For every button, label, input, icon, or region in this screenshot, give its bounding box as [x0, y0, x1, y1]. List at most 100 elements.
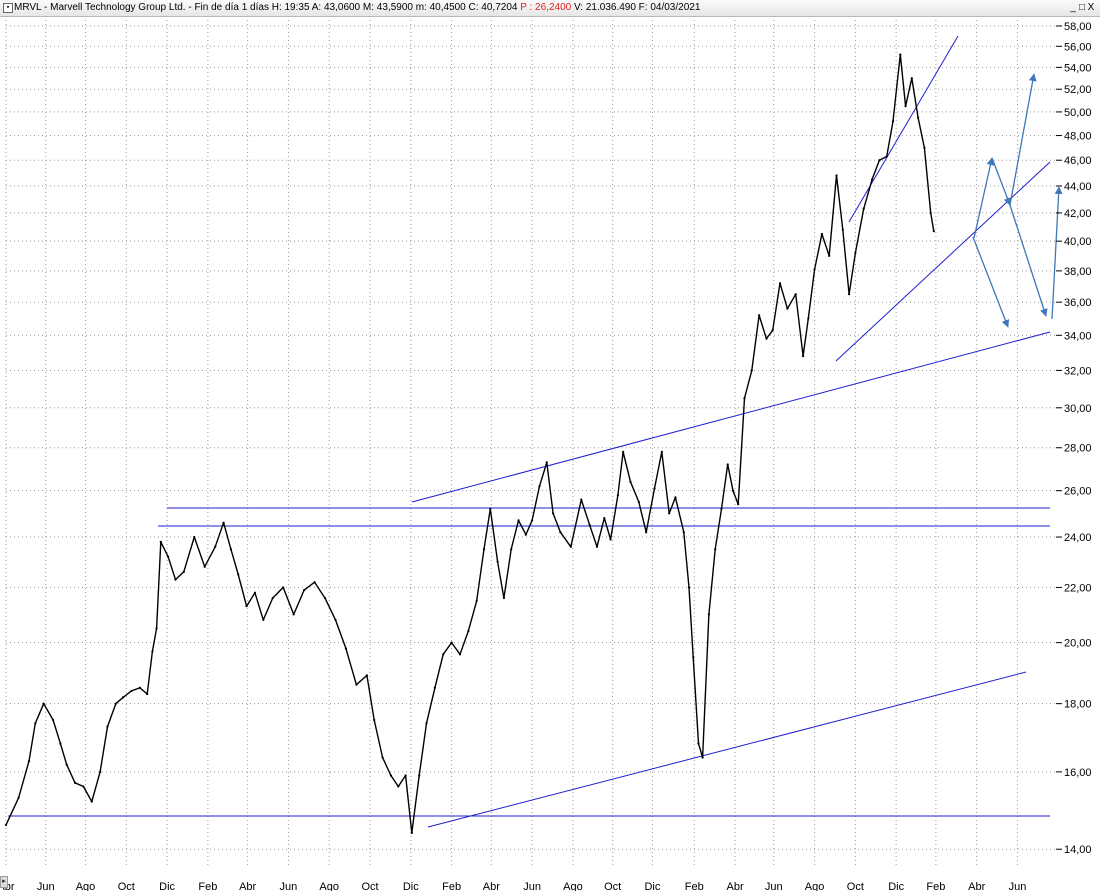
symbol-selector-icon[interactable]: ▪ [3, 3, 13, 13]
price-point [355, 683, 358, 686]
price-point [282, 586, 285, 589]
price-point [813, 268, 816, 271]
price-point [771, 329, 774, 332]
price-point [758, 314, 761, 317]
x-tick-label: Abr [968, 881, 985, 891]
price-point [155, 627, 158, 630]
p-value: P : 26,2400 [520, 2, 572, 13]
y-tick-label: 52,00 [1064, 84, 1092, 96]
price-point [106, 725, 109, 728]
price-point [603, 516, 606, 520]
price-point [397, 785, 400, 788]
x-tick-label: Dic [888, 881, 904, 891]
price-point [262, 618, 265, 622]
price-point [167, 555, 170, 558]
price-point [904, 105, 907, 108]
y-tick-label: 48,00 [1064, 131, 1092, 143]
price-point [595, 545, 599, 548]
price-point [862, 207, 865, 210]
price-point [531, 519, 534, 522]
scroll-left-icon[interactable]: ▸ [0, 876, 8, 888]
x-tick-label: Feb [198, 881, 217, 891]
chart-info-text: MRVL - Marvell Technology Group Ltd. - F… [14, 0, 700, 16]
price-point [450, 641, 453, 644]
trendlines [8, 35, 1051, 828]
price-point [743, 397, 746, 400]
maximize-icon[interactable]: □ [1078, 2, 1087, 13]
price-point [917, 116, 920, 119]
price-point [737, 503, 740, 506]
price-point [458, 653, 462, 656]
price-point [697, 742, 700, 745]
price-point [303, 588, 306, 592]
projection-arrow-down-1 [972, 236, 1010, 328]
price-point [885, 155, 888, 158]
price-point [524, 533, 527, 536]
price-point [182, 570, 185, 573]
x-tick-label: Ago [563, 881, 583, 891]
trendline-rising-channel-low [427, 671, 1027, 828]
y-tick-label: 14,00 [1064, 844, 1092, 856]
price-point [99, 770, 102, 773]
y-tick-label: 58,00 [1064, 21, 1092, 33]
y-tick-label: 50,00 [1064, 107, 1092, 119]
price-point [65, 763, 68, 766]
y-tick-label: 36,00 [1064, 297, 1092, 309]
price-point [365, 674, 368, 677]
price-point [660, 450, 663, 453]
y-tick-label: 16,00 [1064, 767, 1092, 779]
price-point [73, 781, 77, 784]
volume-date: V: 21.036.490 F: 04/03/2021 [574, 2, 701, 13]
price-point [645, 531, 648, 534]
price-point [932, 230, 935, 233]
x-tick-label: Dic [159, 881, 175, 891]
price-point [42, 702, 45, 705]
projection-arrow-up-3 [1051, 186, 1063, 320]
price-point [701, 756, 704, 759]
price-point [750, 369, 753, 372]
y-tick-label: 44,00 [1064, 181, 1092, 193]
minimize-icon[interactable]: _ [1070, 2, 1077, 13]
y-tick-label: 42,00 [1064, 208, 1092, 220]
x-tick-label: Feb [442, 881, 461, 891]
x-tick-label: Jun [765, 881, 783, 891]
x-tick-label: Jun [280, 881, 298, 891]
price-point [203, 565, 206, 568]
y-tick-label: 40,00 [1064, 236, 1092, 248]
projection-arrow-up-1 [973, 157, 995, 239]
price-point [828, 254, 831, 257]
x-tick-label: Ago [319, 881, 339, 891]
price-point [151, 650, 154, 653]
x-tick-label: Jun [523, 881, 541, 891]
price-point [17, 796, 20, 799]
price-point [731, 489, 735, 492]
price-point [878, 159, 881, 162]
price-point [271, 596, 274, 600]
x-tick-label: Oct [604, 881, 621, 891]
y-tick-label: 20,00 [1064, 638, 1092, 650]
price-point [807, 317, 810, 320]
price-point [138, 686, 141, 689]
y-tick-label: 38,00 [1064, 266, 1092, 278]
price-point [381, 756, 384, 759]
y-tick-label: 34,00 [1064, 330, 1092, 342]
y-tick-label: 30,00 [1064, 403, 1092, 415]
trendline-wedge-lower [835, 161, 1051, 362]
x-tick-label: Ago [805, 881, 825, 891]
price-point [4, 823, 8, 827]
price-point [517, 519, 520, 522]
price-line [5, 53, 935, 834]
projection-arrow-up-2 [1009, 73, 1037, 206]
y-tick-label: 28,00 [1064, 443, 1092, 455]
price-point [467, 630, 470, 633]
x-tick-label: Oct [361, 881, 378, 891]
x-tick-label: Oct [118, 881, 135, 891]
price-point [34, 722, 37, 725]
price-point [687, 586, 691, 589]
price-point [90, 800, 93, 803]
close-icon[interactable]: X [1087, 2, 1096, 13]
projection-arrows [972, 73, 1063, 328]
x-tick-label: Feb [685, 881, 704, 891]
price-point [820, 232, 823, 236]
